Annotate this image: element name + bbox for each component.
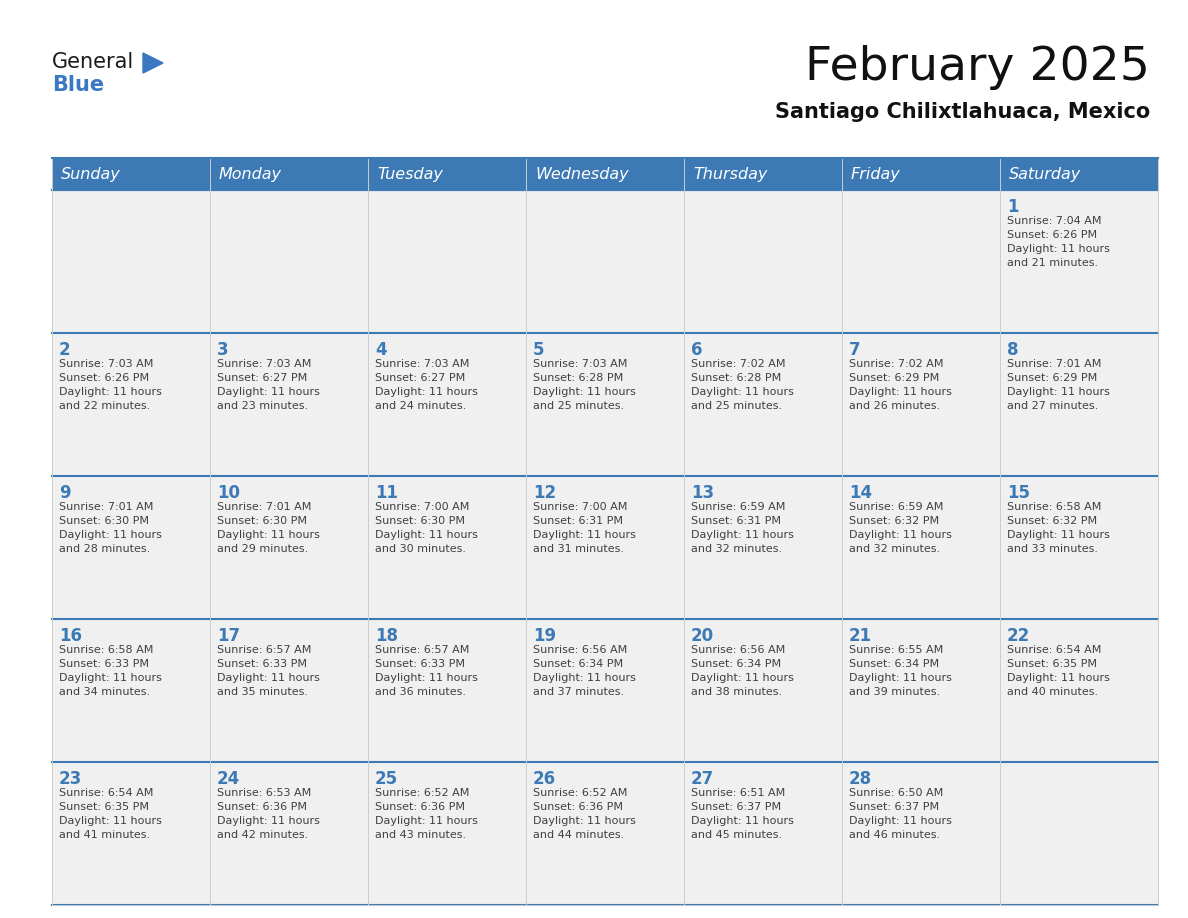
Text: Saturday: Saturday (1009, 166, 1081, 182)
Text: Sunrise: 7:03 AM
Sunset: 6:26 PM
Daylight: 11 hours
and 22 minutes.: Sunrise: 7:03 AM Sunset: 6:26 PM Dayligh… (59, 359, 162, 411)
Text: Santiago Chilixtlahuaca, Mexico: Santiago Chilixtlahuaca, Mexico (775, 102, 1150, 122)
Text: 11: 11 (375, 484, 398, 502)
Text: 5: 5 (533, 341, 544, 359)
Text: Sunday: Sunday (61, 166, 121, 182)
Text: Sunrise: 6:54 AM
Sunset: 6:35 PM
Daylight: 11 hours
and 41 minutes.: Sunrise: 6:54 AM Sunset: 6:35 PM Dayligh… (59, 788, 162, 840)
Text: 24: 24 (217, 770, 240, 788)
Text: Sunrise: 6:58 AM
Sunset: 6:32 PM
Daylight: 11 hours
and 33 minutes.: Sunrise: 6:58 AM Sunset: 6:32 PM Dayligh… (1007, 502, 1110, 554)
Text: 13: 13 (691, 484, 714, 502)
Text: Sunrise: 6:53 AM
Sunset: 6:36 PM
Daylight: 11 hours
and 42 minutes.: Sunrise: 6:53 AM Sunset: 6:36 PM Dayligh… (217, 788, 320, 840)
Text: Monday: Monday (219, 166, 282, 182)
Text: 27: 27 (691, 770, 714, 788)
Text: Sunrise: 6:55 AM
Sunset: 6:34 PM
Daylight: 11 hours
and 39 minutes.: Sunrise: 6:55 AM Sunset: 6:34 PM Dayligh… (849, 645, 952, 697)
Text: Sunrise: 6:51 AM
Sunset: 6:37 PM
Daylight: 11 hours
and 45 minutes.: Sunrise: 6:51 AM Sunset: 6:37 PM Dayligh… (691, 788, 794, 840)
Text: Sunrise: 6:56 AM
Sunset: 6:34 PM
Daylight: 11 hours
and 37 minutes.: Sunrise: 6:56 AM Sunset: 6:34 PM Dayligh… (533, 645, 636, 697)
Text: Sunrise: 6:57 AM
Sunset: 6:33 PM
Daylight: 11 hours
and 35 minutes.: Sunrise: 6:57 AM Sunset: 6:33 PM Dayligh… (217, 645, 320, 697)
Text: Sunrise: 6:56 AM
Sunset: 6:34 PM
Daylight: 11 hours
and 38 minutes.: Sunrise: 6:56 AM Sunset: 6:34 PM Dayligh… (691, 645, 794, 697)
Text: Sunrise: 6:54 AM
Sunset: 6:35 PM
Daylight: 11 hours
and 40 minutes.: Sunrise: 6:54 AM Sunset: 6:35 PM Dayligh… (1007, 645, 1110, 697)
Bar (52, 190, 1158, 333)
Text: Sunrise: 7:00 AM
Sunset: 6:30 PM
Daylight: 11 hours
and 30 minutes.: Sunrise: 7:00 AM Sunset: 6:30 PM Dayligh… (375, 502, 478, 554)
Text: 28: 28 (849, 770, 872, 788)
Text: Sunrise: 7:03 AM
Sunset: 6:28 PM
Daylight: 11 hours
and 25 minutes.: Sunrise: 7:03 AM Sunset: 6:28 PM Dayligh… (533, 359, 636, 411)
Text: Blue: Blue (52, 75, 105, 95)
Text: 18: 18 (375, 627, 398, 645)
Text: Sunrise: 6:57 AM
Sunset: 6:33 PM
Daylight: 11 hours
and 36 minutes.: Sunrise: 6:57 AM Sunset: 6:33 PM Dayligh… (375, 645, 478, 697)
Text: 16: 16 (59, 627, 82, 645)
Text: 12: 12 (533, 484, 556, 502)
Text: 6: 6 (691, 341, 702, 359)
Text: Wednesday: Wednesday (535, 166, 628, 182)
Text: Sunrise: 7:01 AM
Sunset: 6:29 PM
Daylight: 11 hours
and 27 minutes.: Sunrise: 7:01 AM Sunset: 6:29 PM Dayligh… (1007, 359, 1110, 411)
Text: 26: 26 (533, 770, 556, 788)
Text: 14: 14 (849, 484, 872, 502)
Text: Sunrise: 7:01 AM
Sunset: 6:30 PM
Daylight: 11 hours
and 29 minutes.: Sunrise: 7:01 AM Sunset: 6:30 PM Dayligh… (217, 502, 320, 554)
Text: Sunrise: 7:00 AM
Sunset: 6:31 PM
Daylight: 11 hours
and 31 minutes.: Sunrise: 7:00 AM Sunset: 6:31 PM Dayligh… (533, 502, 636, 554)
Text: 22: 22 (1007, 627, 1030, 645)
Text: 2: 2 (59, 341, 70, 359)
Text: Sunrise: 6:52 AM
Sunset: 6:36 PM
Daylight: 11 hours
and 43 minutes.: Sunrise: 6:52 AM Sunset: 6:36 PM Dayligh… (375, 788, 478, 840)
Text: 17: 17 (217, 627, 240, 645)
Bar (52, 762, 1158, 905)
Text: Sunrise: 7:04 AM
Sunset: 6:26 PM
Daylight: 11 hours
and 21 minutes.: Sunrise: 7:04 AM Sunset: 6:26 PM Dayligh… (1007, 216, 1110, 268)
Bar (52, 333, 1158, 476)
Text: Sunrise: 6:59 AM
Sunset: 6:32 PM
Daylight: 11 hours
and 32 minutes.: Sunrise: 6:59 AM Sunset: 6:32 PM Dayligh… (849, 502, 952, 554)
Text: 10: 10 (217, 484, 240, 502)
Text: Sunrise: 6:50 AM
Sunset: 6:37 PM
Daylight: 11 hours
and 46 minutes.: Sunrise: 6:50 AM Sunset: 6:37 PM Dayligh… (849, 788, 952, 840)
Bar (52, 158, 1158, 905)
Text: Sunrise: 7:01 AM
Sunset: 6:30 PM
Daylight: 11 hours
and 28 minutes.: Sunrise: 7:01 AM Sunset: 6:30 PM Dayligh… (59, 502, 162, 554)
Text: Tuesday: Tuesday (377, 166, 443, 182)
Text: General: General (52, 52, 134, 72)
Text: Sunrise: 6:58 AM
Sunset: 6:33 PM
Daylight: 11 hours
and 34 minutes.: Sunrise: 6:58 AM Sunset: 6:33 PM Dayligh… (59, 645, 162, 697)
Text: Sunrise: 7:03 AM
Sunset: 6:27 PM
Daylight: 11 hours
and 23 minutes.: Sunrise: 7:03 AM Sunset: 6:27 PM Dayligh… (217, 359, 320, 411)
Polygon shape (143, 53, 163, 73)
Text: Sunrise: 7:02 AM
Sunset: 6:29 PM
Daylight: 11 hours
and 26 minutes.: Sunrise: 7:02 AM Sunset: 6:29 PM Dayligh… (849, 359, 952, 411)
Text: 15: 15 (1007, 484, 1030, 502)
Text: 19: 19 (533, 627, 556, 645)
Text: 8: 8 (1007, 341, 1018, 359)
Text: Friday: Friday (851, 166, 901, 182)
Bar (52, 158, 1158, 190)
Bar (52, 476, 1158, 619)
Text: 20: 20 (691, 627, 714, 645)
Text: Thursday: Thursday (693, 166, 767, 182)
Text: 9: 9 (59, 484, 70, 502)
Text: 1: 1 (1007, 198, 1018, 216)
Text: 3: 3 (217, 341, 228, 359)
Text: 7: 7 (849, 341, 860, 359)
Text: Sunrise: 6:52 AM
Sunset: 6:36 PM
Daylight: 11 hours
and 44 minutes.: Sunrise: 6:52 AM Sunset: 6:36 PM Dayligh… (533, 788, 636, 840)
Text: 23: 23 (59, 770, 82, 788)
Text: 25: 25 (375, 770, 398, 788)
Text: Sunrise: 7:03 AM
Sunset: 6:27 PM
Daylight: 11 hours
and 24 minutes.: Sunrise: 7:03 AM Sunset: 6:27 PM Dayligh… (375, 359, 478, 411)
Text: 21: 21 (849, 627, 872, 645)
Text: Sunrise: 6:59 AM
Sunset: 6:31 PM
Daylight: 11 hours
and 32 minutes.: Sunrise: 6:59 AM Sunset: 6:31 PM Dayligh… (691, 502, 794, 554)
Bar (52, 619, 1158, 762)
Text: Sunrise: 7:02 AM
Sunset: 6:28 PM
Daylight: 11 hours
and 25 minutes.: Sunrise: 7:02 AM Sunset: 6:28 PM Dayligh… (691, 359, 794, 411)
Text: 4: 4 (375, 341, 386, 359)
Text: February 2025: February 2025 (805, 46, 1150, 91)
